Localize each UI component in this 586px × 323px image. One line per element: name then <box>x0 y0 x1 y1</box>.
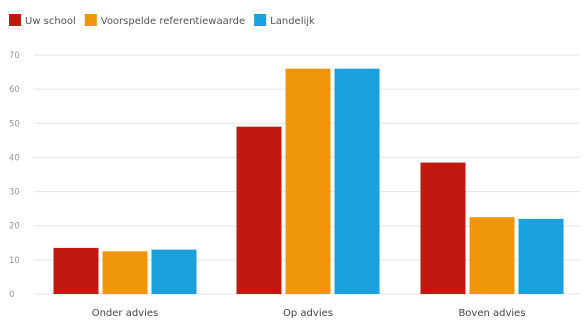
x-category-label-op-advies: Op advies <box>283 308 333 319</box>
y-tick-label-60: 60 <box>9 85 20 95</box>
x-category-label-onder-advies: Onder advies <box>92 308 159 319</box>
bar-onder-advies-series-1 <box>53 247 99 294</box>
y-tick-label-30: 30 <box>9 188 20 198</box>
x-axis-category-labels: Onder advies Op advies Boven advies <box>92 308 526 319</box>
bar-boven-advies-series-3 <box>518 218 564 294</box>
y-tick-label-20: 20 <box>9 222 20 232</box>
legend-label-3: Landelijk <box>270 16 315 27</box>
bar-op-advies-series-1 <box>236 126 282 294</box>
bar-boven-advies-series-1 <box>420 162 466 294</box>
bar-op-advies-series-2 <box>285 68 331 295</box>
bar-op-advies-series-3 <box>334 68 380 295</box>
y-tick-label-50: 50 <box>9 119 20 129</box>
legend-swatch-1 <box>9 14 21 26</box>
y-tick-label-10: 10 <box>9 256 20 266</box>
y-tick-label-40: 40 <box>9 153 20 163</box>
chart-bars <box>53 68 564 295</box>
bar-boven-advies-series-2 <box>469 217 515 294</box>
legend-swatch-2 <box>84 14 97 26</box>
legend-label-1: Uw school <box>25 16 76 27</box>
y-axis-tick-labels: 0 10 20 30 40 50 60 70 <box>9 51 20 300</box>
legend-swatch-3 <box>254 14 267 26</box>
legend-label-2: Voorspelde referentiewaarde <box>101 16 245 27</box>
y-tick-label-0: 0 <box>9 290 14 300</box>
x-category-label-boven-advies: Boven advies <box>458 308 525 319</box>
bar-onder-advies-series-3 <box>151 249 197 294</box>
y-tick-label-70: 70 <box>9 51 20 61</box>
chart-legend: Uw school Voorspelde referentiewaarde Land… <box>9 14 315 27</box>
bar-onder-advies-series-2 <box>102 251 148 294</box>
